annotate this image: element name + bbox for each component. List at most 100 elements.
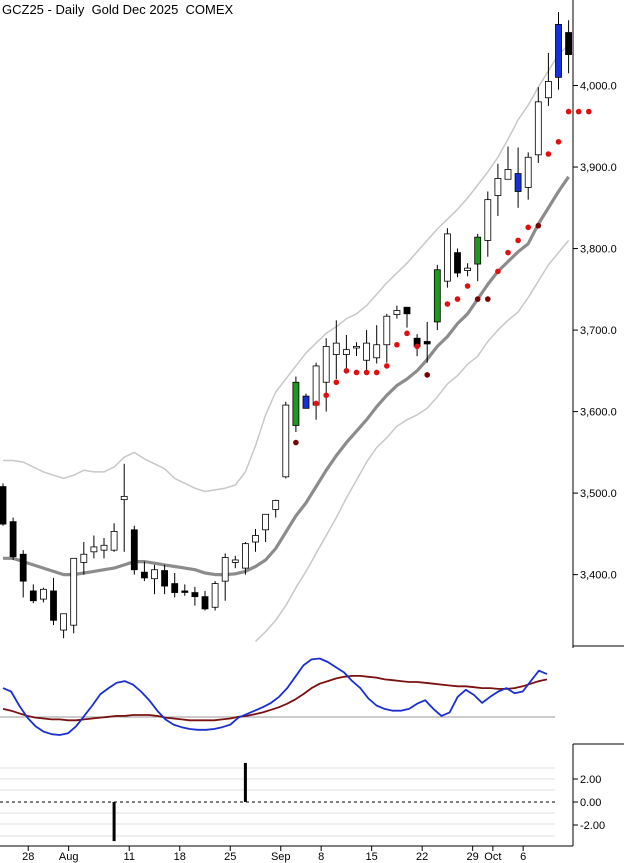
candle-body: [80, 553, 88, 563]
candle-body: [282, 404, 290, 478]
stop-dot: [363, 369, 370, 376]
candle-body: [292, 381, 300, 426]
stop-dot: [384, 363, 390, 369]
date-axis: 28 Aug 11 18 25 Sep 8 15 22 29 Oct 6: [0, 845, 573, 863]
stop-dot: [293, 439, 299, 446]
stop-dot: [485, 296, 491, 302]
candle-body: [241, 543, 249, 569]
price-axis: 3,400.0 3,500.0 3,600.0 3,700.0 3,800.0 3,900…: [572, 0, 624, 745]
lower-band-line: [254, 239, 570, 643]
candle-body: [40, 588, 47, 600]
candle: [19, 550, 27, 598]
candle: [403, 306, 411, 328]
candle-body: [443, 233, 451, 282]
oscillator-slow-line: [2, 675, 548, 722]
date-tick-label: 25: [224, 851, 236, 863]
candle: [100, 537, 108, 559]
candle: [423, 321, 431, 363]
candle: [454, 248, 461, 278]
candle: [545, 52, 552, 106]
candle-body: [130, 529, 138, 571]
candle-body: [353, 345, 360, 349]
candle: [373, 325, 381, 364]
candle-body: [555, 23, 562, 78]
candle-body: [201, 596, 209, 610]
date-tick-label: Sep: [271, 851, 291, 863]
oscillator-panel: [0, 657, 555, 736]
candle: [0, 483, 7, 526]
price-tick-label: 3,400.0: [580, 570, 617, 582]
candle: [241, 542, 249, 575]
stop-dot: [515, 237, 521, 244]
candle: [292, 376, 300, 432]
candle-body: [252, 535, 259, 543]
histogram-bar: [243, 762, 247, 802]
candle-body: [332, 342, 340, 355]
candle-body: [151, 569, 158, 580]
candle: [60, 613, 67, 639]
stop-dot: [495, 268, 501, 275]
candle-body: [393, 310, 401, 315]
candle: [201, 590, 209, 611]
candle: [393, 305, 401, 319]
candle-body: [110, 531, 118, 551]
date-tick-label: 29: [467, 851, 479, 863]
stop-dot: [414, 343, 420, 350]
stop-dot: [464, 283, 471, 289]
stop-dot: [394, 341, 400, 348]
candle: [140, 561, 148, 582]
stop-dot: [454, 296, 461, 302]
candle: [443, 228, 451, 288]
date-tick-label: 8: [318, 851, 324, 863]
price-tick-label: 3,600.0: [580, 407, 617, 419]
stop-dot: [373, 369, 380, 376]
candle: [514, 147, 522, 208]
stop-dot: [313, 400, 319, 407]
candle: [181, 584, 189, 596]
candle: [171, 573, 179, 598]
candle-body: [262, 513, 270, 531]
candle: [524, 152, 532, 200]
candle-body: [100, 544, 108, 551]
moving-average-layer: [3, 175, 570, 577]
stop-dot: [545, 151, 552, 157]
candle: [191, 586, 199, 606]
stop-dots-layer: [293, 108, 592, 446]
date-tick-label: 22: [416, 851, 428, 863]
stop-dot: [525, 224, 531, 231]
candle-body: [433, 269, 441, 323]
candle: [80, 542, 88, 575]
candle: [90, 535, 98, 559]
moving-average-line: [3, 175, 570, 577]
candle: [262, 513, 270, 543]
price-tick-label: 4,000.0: [580, 81, 617, 93]
candle-body: [322, 345, 330, 383]
candle: [342, 334, 350, 370]
candle-body: [29, 590, 37, 602]
candle: [50, 577, 57, 626]
candle: [40, 587, 47, 603]
candle-body: [171, 583, 179, 593]
candle-body: [302, 395, 310, 409]
candle-body: [50, 590, 57, 621]
candle: [383, 313, 391, 363]
candle: [282, 401, 290, 479]
candle-body: [272, 500, 280, 510]
candle-body: [70, 557, 78, 626]
candle-body: [0, 486, 7, 525]
histogram-tick-label: 0.00: [580, 797, 601, 809]
candle: [221, 553, 229, 601]
price-tick-label: 3,900.0: [580, 162, 617, 174]
stop-dot: [505, 249, 511, 256]
candle-body: [90, 546, 98, 553]
histogram-bar: [112, 802, 116, 842]
candle: [555, 12, 562, 90]
stop-dot: [575, 108, 582, 115]
candle-body: [120, 495, 128, 501]
candle: [120, 463, 128, 552]
date-tick-label: 11: [124, 851, 135, 863]
candle-body: [231, 559, 239, 563]
upper-band-line: [3, 44, 570, 493]
stop-dot: [586, 108, 592, 115]
